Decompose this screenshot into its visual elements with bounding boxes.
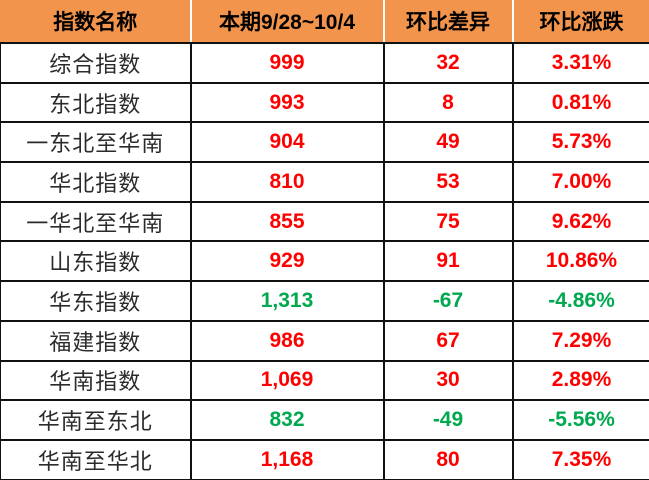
cell-mom-difference: -49 <box>384 400 513 440</box>
cell-mom-difference: 32 <box>384 43 513 83</box>
cell-index-name: 综合指数 <box>1 43 191 83</box>
cell-mom-difference: 67 <box>384 321 513 361</box>
cell-index-name: 华南至东北 <box>1 400 191 440</box>
cell-mom-change: 7.29% <box>513 321 649 361</box>
cell-mom-change: 10.86% <box>513 241 649 281</box>
cell-current-value: 999 <box>191 43 384 83</box>
cell-mom-difference: 53 <box>384 162 513 202</box>
cell-mom-change: 5.73% <box>513 122 649 162</box>
cell-index-name: 山东指数 <box>1 241 191 281</box>
cell-mom-change: 2.89% <box>513 361 649 401</box>
cell-index-name: 一东北至华南 <box>1 122 191 162</box>
table-header: 指数名称 本期9/28~10/4 环比差异 环比涨跌 <box>1 0 649 43</box>
cell-current-value: 904 <box>191 122 384 162</box>
cell-index-name: 福建指数 <box>1 321 191 361</box>
cell-current-value: 855 <box>191 202 384 242</box>
cell-current-value: 1,313 <box>191 281 384 321</box>
cell-current-value: 1,168 <box>191 440 384 479</box>
cell-mom-change: 7.00% <box>513 162 649 202</box>
cell-current-value: 810 <box>191 162 384 202</box>
cell-mom-difference: 80 <box>384 440 513 479</box>
column-header-mom-change: 环比涨跌 <box>513 0 649 43</box>
cell-mom-difference: 91 <box>384 241 513 281</box>
cell-index-name: 华南至华北 <box>1 440 191 479</box>
column-header-current-period: 本期9/28~10/4 <box>191 0 384 43</box>
cell-current-value: 993 <box>191 83 384 123</box>
cell-index-name: 东北指数 <box>1 83 191 123</box>
cell-mom-difference: 30 <box>384 361 513 401</box>
cell-mom-difference: -67 <box>384 281 513 321</box>
header-row: 指数名称 本期9/28~10/4 环比差异 环比涨跌 <box>1 0 649 43</box>
cell-mom-change: 9.62% <box>513 202 649 242</box>
cell-current-value: 832 <box>191 400 384 440</box>
cell-mom-change: -4.86% <box>513 281 649 321</box>
cell-mom-change: -5.56% <box>513 400 649 440</box>
cell-index-name: 华南指数 <box>1 361 191 401</box>
cell-current-value: 1,069 <box>191 361 384 401</box>
column-header-index-name: 指数名称 <box>1 0 191 43</box>
cell-mom-change: 3.31% <box>513 43 649 83</box>
cell-mom-change: 0.81% <box>513 83 649 123</box>
cell-mom-difference: 75 <box>384 202 513 242</box>
cell-current-value: 929 <box>191 241 384 281</box>
cell-mom-difference: 49 <box>384 122 513 162</box>
cell-mom-difference: 8 <box>384 83 513 123</box>
cell-current-value: 986 <box>191 321 384 361</box>
cell-index-name: 一华北至华南 <box>1 202 191 242</box>
cell-index-name: 华北指数 <box>1 162 191 202</box>
cell-mom-change: 7.35% <box>513 440 649 479</box>
column-header-mom-difference: 环比差异 <box>384 0 513 43</box>
cell-index-name: 华东指数 <box>1 281 191 321</box>
